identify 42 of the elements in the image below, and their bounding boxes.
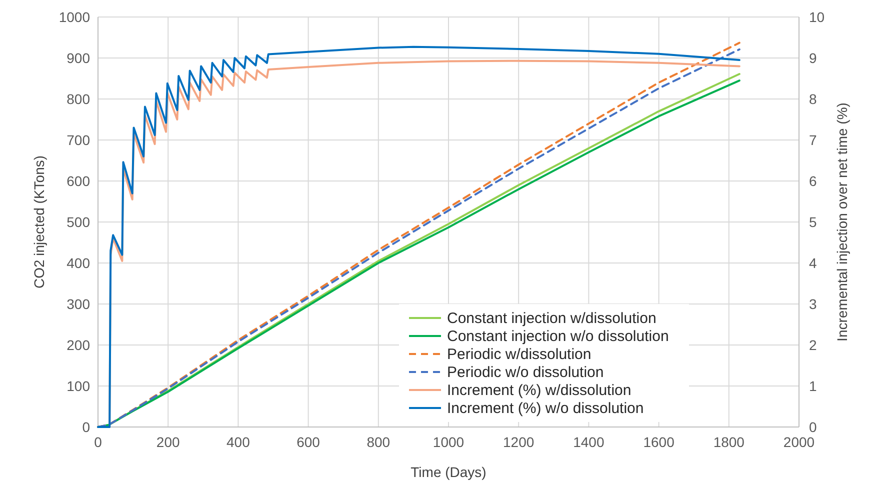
y2-tick-label: 6 xyxy=(809,173,817,189)
x-tick-label: 400 xyxy=(226,434,250,450)
x-tick-label: 1200 xyxy=(503,434,534,450)
y-tick-label: 800 xyxy=(66,91,90,107)
legend-label: Constant injection w/o dissolution xyxy=(447,328,669,345)
y2-tick-label: 1 xyxy=(809,378,817,394)
x-tick-label: 600 xyxy=(296,434,320,450)
y2-tick-label: 10 xyxy=(809,9,825,25)
y-tick-label: 1000 xyxy=(58,9,90,25)
y2-axis-title: Incremental injection over net time (%) xyxy=(834,102,850,342)
y-tick-label: 200 xyxy=(66,337,90,353)
y2-tick-label: 7 xyxy=(809,132,817,148)
legend-label: Constant injection w/dissolution xyxy=(447,310,656,327)
y2-tick-label: 3 xyxy=(809,296,817,312)
legend-label: Increment (%) w/dissolution xyxy=(447,382,632,399)
y2-tick-label: 0 xyxy=(809,419,817,435)
y-tick-label: 600 xyxy=(66,173,90,189)
x-tick-label: 1600 xyxy=(643,434,675,450)
legend-label: Periodic w/dissolution xyxy=(447,346,592,363)
y-tick-label: 100 xyxy=(66,378,90,394)
y-tick-label: 900 xyxy=(66,50,90,66)
y2-tick-label: 8 xyxy=(809,91,817,107)
legend-label: Increment (%) w/o dissolution xyxy=(447,400,644,417)
y2-tick-label: 4 xyxy=(809,255,817,271)
x-tick-label: 1000 xyxy=(432,434,464,450)
x-tick-label: 0 xyxy=(94,434,102,450)
x-tick-label: 2000 xyxy=(783,434,815,450)
x-tick-label: 200 xyxy=(156,434,180,450)
y2-tick-label: 2 xyxy=(809,337,817,353)
x-tick-label: 800 xyxy=(366,434,390,450)
y-tick-label: 0 xyxy=(82,419,90,435)
y-tick-label: 300 xyxy=(66,296,90,312)
y-tick-label: 700 xyxy=(66,132,90,148)
y-tick-label: 400 xyxy=(66,255,90,271)
y2-tick-label: 9 xyxy=(809,50,817,66)
x-axis-title: Time (Days) xyxy=(410,464,486,480)
legend-label: Periodic w/o dissolution xyxy=(447,364,604,381)
y-axis-title: CO2 injected (KTons) xyxy=(31,155,47,289)
x-tick-label: 1400 xyxy=(573,434,604,450)
x-tick-label: 1800 xyxy=(713,434,745,450)
y-tick-label: 500 xyxy=(66,214,90,230)
y2-tick-label: 5 xyxy=(809,214,817,230)
